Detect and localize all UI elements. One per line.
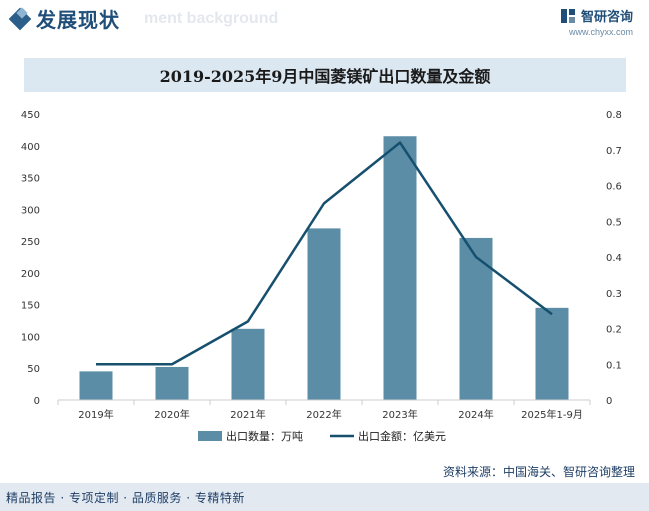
bar — [155, 366, 189, 400]
brand-logo-icon — [560, 8, 575, 23]
left-tick-label: 100 — [21, 332, 40, 343]
chart-title-bar: 2019-2025年9月中国菱镁矿出口数量及金额 — [24, 58, 626, 92]
brand: 智研咨询 www.chyxx.com — [560, 5, 633, 37]
x-tick-label: 2024年 — [458, 408, 493, 421]
section-title: 发展现状 — [36, 8, 120, 32]
x-tick-label: 2021年 — [230, 408, 265, 421]
x-tick-label: 2020年 — [154, 408, 189, 421]
bar — [535, 307, 569, 400]
left-tick-label: 400 — [21, 142, 40, 153]
right-tick-label: 0.8 — [606, 110, 622, 121]
bar — [307, 228, 341, 400]
left-tick-label: 150 — [21, 301, 40, 312]
left-tick-label: 200 — [21, 269, 40, 280]
x-axis: 2019年 2020年 2021年 2022年 2023年 2024年 2025年1-9月 — [57, 399, 591, 421]
bar — [231, 328, 265, 400]
legend-bar-label: 出口数量：万吨 — [226, 429, 303, 443]
bar — [79, 371, 113, 400]
x-tick-label: 2023年 — [382, 408, 417, 421]
left-tick-label: 350 — [21, 174, 40, 185]
left-tick-label: 50 — [27, 364, 40, 375]
header: 发展现状 ment background 智研咨询 www.chyxx.com — [0, 0, 649, 40]
left-tick-label: 450 — [21, 110, 40, 121]
left-tick-label: 0 — [34, 396, 40, 407]
line-series — [95, 141, 553, 366]
section-background-text: ment background — [144, 10, 279, 27]
legend-line-label: 出口金额：亿美元 — [358, 429, 446, 443]
left-axis: 0 50 100 150 200 250 300 350 400 450 — [21, 110, 40, 407]
left-tick-label: 250 — [21, 237, 40, 248]
right-tick-label: 0.4 — [606, 253, 622, 264]
brand-url: www.chyxx.com — [568, 27, 633, 37]
left-tick-label: 300 — [21, 205, 40, 216]
right-tick-label: 0 — [606, 396, 612, 407]
x-tick-label: 2025年1-9月 — [521, 408, 583, 421]
chart-title: 2019-2025年9月中国菱镁矿出口数量及金额 — [159, 67, 491, 86]
right-tick-label: 0.1 — [606, 360, 622, 371]
brand-name: 智研咨询 — [580, 10, 633, 25]
legend-bar-swatch — [198, 431, 222, 441]
x-tick-label: 2022年 — [306, 408, 341, 421]
chart: 0 50 100 150 200 250 300 350 400 450 0 0.1 0.2 0.3 0.… — [21, 110, 622, 443]
right-tick-label: 0.7 — [606, 146, 622, 157]
right-tick-label: 0.2 — [606, 325, 622, 336]
bar-series — [79, 136, 569, 400]
right-tick-label: 0.3 — [606, 289, 622, 300]
footer-bar: 精品报告 · 专项定制 · 品质服务 · 专精特新 — [0, 483, 649, 511]
legend: 出口数量：万吨 出口金额：亿美元 — [198, 429, 446, 443]
right-axis: 0 0.1 0.2 0.3 0.4 0.5 0.6 0.7 0.8 — [606, 110, 622, 407]
bar — [383, 136, 417, 400]
right-tick-label: 0.6 — [606, 182, 622, 193]
source-note: 资料来源：中国海关、智研咨询整理 — [442, 465, 635, 479]
right-tick-label: 0.5 — [606, 217, 622, 228]
bar — [459, 237, 493, 400]
footer-tags: 精品报告 · 专项定制 · 品质服务 · 专精特新 — [6, 491, 245, 505]
x-tick-label: 2019年 — [78, 408, 113, 421]
